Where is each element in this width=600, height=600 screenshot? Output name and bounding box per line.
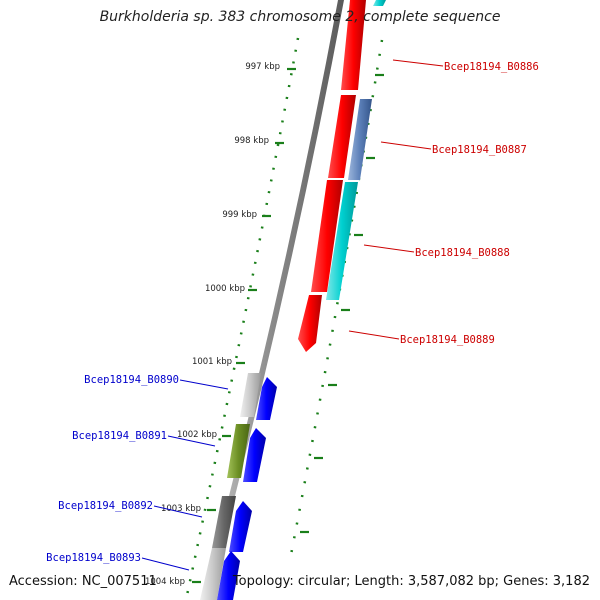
gene-label[interactable]: Bcep18194_B0892 — [58, 500, 153, 512]
gene-label[interactable]: Bcep18194_B0887 — [432, 144, 527, 156]
gene-label[interactable]: Bcep18194_B0890 — [84, 374, 179, 386]
cog-feature-cyan — [373, 0, 386, 6]
scale-label: 998 kbp — [234, 136, 269, 146]
gene-arrow-forward — [328, 95, 356, 178]
gene-arrow-reverse — [243, 428, 266, 482]
gene-arrow-forward — [341, 0, 366, 90]
scale-label: 1003 kbp — [161, 504, 201, 514]
callout-line — [179, 379, 229, 390]
scale-label: 997 kbp — [245, 62, 280, 72]
scale-label: 1001 kbp — [192, 357, 232, 367]
inner-major-ticks — [192, 67, 296, 584]
callout-line — [167, 435, 216, 447]
cog-feature-dark — [212, 496, 236, 548]
gene-arrow-reverse — [229, 501, 252, 552]
scale-label: 1004 kbp — [145, 577, 185, 587]
gene-label[interactable]: Bcep18194_B0886 — [444, 61, 539, 73]
callout-line — [392, 59, 444, 67]
cog-feature-steelblue — [348, 99, 372, 180]
inner-scale-guide — [184, 37, 300, 600]
cog-feature-olive — [227, 424, 250, 478]
backbone-ring — [202, 0, 344, 600]
callout-line — [348, 330, 400, 340]
scale-label: 1000 kbp — [205, 284, 245, 294]
accession-text: Accession: NC_007511 — [9, 574, 157, 589]
scale-label: 999 kbp — [222, 210, 257, 220]
outer-major-ticks — [300, 73, 384, 534]
callout-line — [380, 141, 432, 150]
map-title: Burkholderia sp. 383 chromosome 2, compl… — [99, 9, 501, 25]
callout-line — [363, 244, 415, 253]
topology-summary: Topology: circular; Length: 3,587,082 bp… — [232, 574, 590, 589]
gene-arrow-forward — [298, 295, 322, 352]
cog-feature-silver — [200, 548, 226, 600]
gene-label[interactable]: Bcep18194_B0893 — [46, 552, 141, 564]
cog-feature-silver — [240, 373, 261, 417]
callout-line — [153, 505, 203, 518]
gene-label[interactable]: Bcep18194_B0889 — [400, 334, 495, 346]
cog-feature-cyan — [326, 182, 358, 300]
gene-arrow-reverse — [256, 377, 277, 420]
gene-label[interactable]: Bcep18194_B0891 — [72, 430, 167, 442]
scale-label: 1002 kbp — [177, 430, 217, 440]
gene-arrow-reverse — [217, 551, 240, 600]
callout-line — [141, 557, 190, 571]
gene-label[interactable]: Bcep18194_B0888 — [415, 247, 510, 259]
gene-arrow-forward — [311, 180, 343, 292]
